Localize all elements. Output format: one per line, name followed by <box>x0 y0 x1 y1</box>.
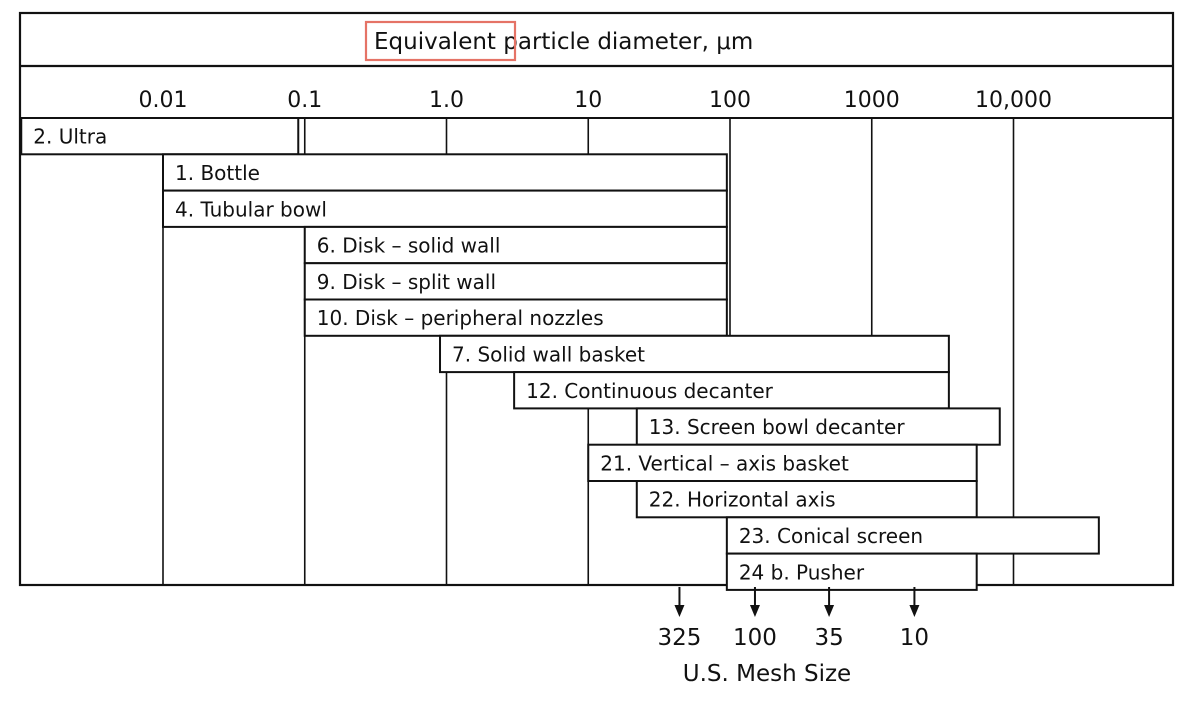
range-bar <box>303 298 728 337</box>
title-rest: particle diameter, μm <box>496 29 753 55</box>
range-bar <box>20 117 300 156</box>
range-bar <box>162 153 728 192</box>
chart-title: Equivalent particle diameter, μm <box>364 20 753 62</box>
range-bar-label: 7. Solid wall basket <box>452 342 645 366</box>
x-tick-label: 0.1 <box>287 88 322 113</box>
range-bar <box>725 516 1100 555</box>
range-bar-label: 4. Tubular bowl <box>175 197 327 221</box>
mesh-arrow-head <box>674 605 685 617</box>
range-bar-label: 23. Conical screen <box>739 524 923 548</box>
mesh-value-label: 100 <box>733 625 777 651</box>
range-bar <box>635 480 978 519</box>
mesh-value-label: 10 <box>900 625 929 651</box>
range-bar-label: 1. Bottle <box>175 161 260 185</box>
range-bar <box>303 262 728 301</box>
x-tick-label: 1000 <box>844 88 900 113</box>
title-highlighted-word: Equivalent <box>374 29 496 55</box>
range-bar-label: 13. Screen bowl decanter <box>649 415 906 439</box>
x-tick-label: 100 <box>709 88 751 113</box>
range-bar-label: 2. Ultra <box>33 125 107 149</box>
range-bar-label: 12. Continuous decanter <box>526 379 774 403</box>
mesh-arrow-head <box>909 605 920 617</box>
title-highlight-box <box>364 20 517 62</box>
range-bar <box>303 225 728 265</box>
range-bar <box>439 334 950 374</box>
mesh-value-label: 325 <box>658 625 702 651</box>
range-bar-label: 21. Vertical – axis basket <box>600 451 849 475</box>
mesh-axis-label: U.S. Mesh Size <box>683 661 851 687</box>
range-bar-label: 22. Horizontal axis <box>649 488 836 512</box>
range-bar-label: 9. Disk – split wall <box>317 270 496 294</box>
x-tick-label: 10 <box>574 88 602 113</box>
range-bar-label: 24 b. Pusher <box>739 560 865 584</box>
range-bar-label: 6. Disk – solid wall <box>317 234 501 258</box>
range-bar-label: 10. Disk – peripheral nozzles <box>317 306 604 330</box>
title-text: Equivalent particle diameter, μm <box>374 29 753 55</box>
x-tick-label: 1.0 <box>429 88 464 113</box>
x-tick-labels: 0.01 0.1 1.0 10 100 1000 10,000 <box>139 88 1052 113</box>
mesh-value-label: 35 <box>814 625 843 651</box>
outer-border <box>18 11 1175 587</box>
range-bar <box>635 407 1001 446</box>
x-tick-label: 0.01 <box>139 88 188 113</box>
range-bar <box>725 552 978 591</box>
bar-group: 2. Ultra 1. Bottle 4. Tubular bowl 6. Disk … <box>20 117 1100 591</box>
mesh-scale: 325 100 35 10 U.S. Mesh Size <box>658 587 929 687</box>
mesh-arrow-head <box>749 605 760 617</box>
mesh-arrow-head <box>824 605 835 617</box>
x-tick-label: 10,000 <box>975 88 1052 113</box>
